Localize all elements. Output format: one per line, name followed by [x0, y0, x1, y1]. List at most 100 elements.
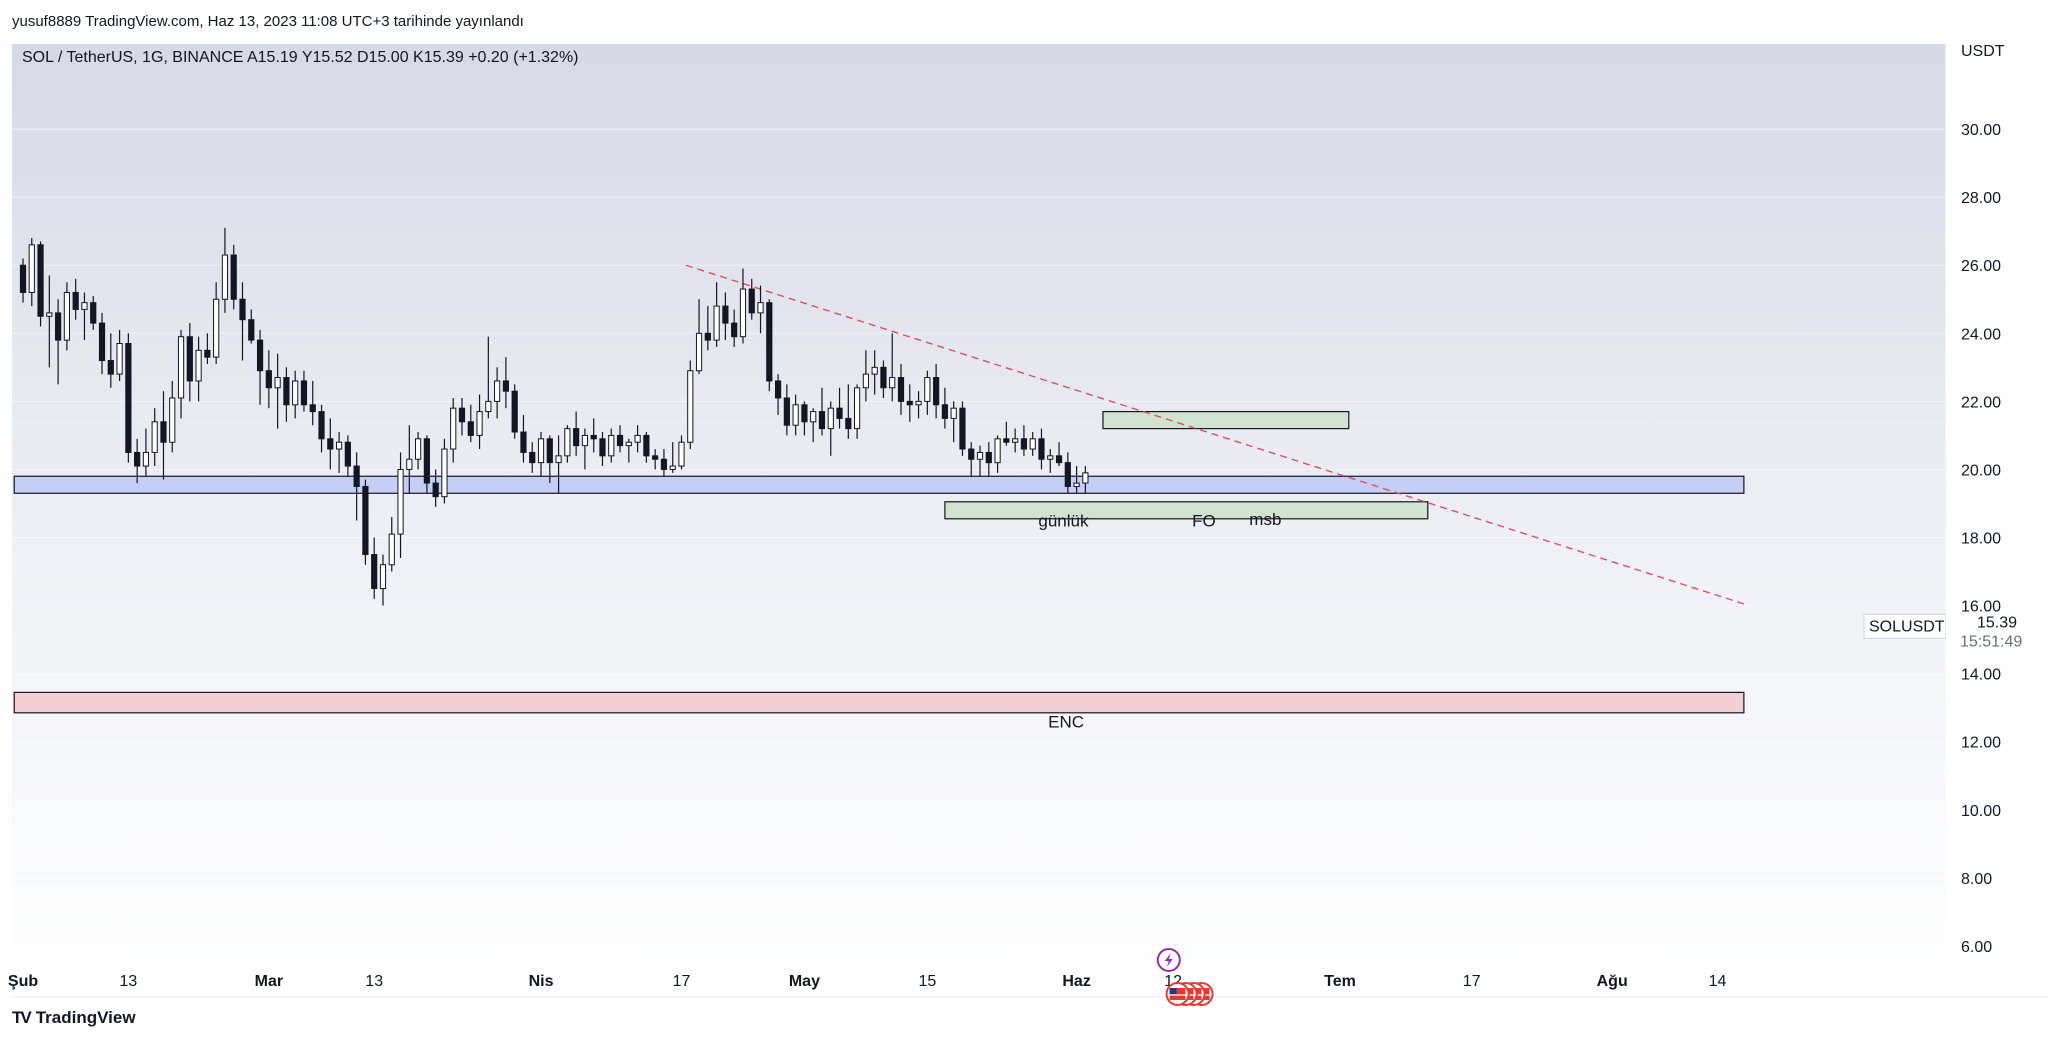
candle-body-down [283, 377, 290, 406]
candle-body-up [151, 421, 158, 453]
candle-body-down [125, 343, 132, 453]
candle [353, 452, 360, 521]
symbol-legend[interactable]: SOL / TetherUS, 1G, BINANCE A15.19 Y15.5… [22, 49, 579, 66]
candle-body-down [432, 482, 439, 498]
candle-body-down [344, 441, 351, 467]
zone-red-demand[interactable] [13, 691, 1745, 714]
annotation-label[interactable]: günlük [1038, 512, 1089, 531]
candle-body-down [19, 264, 27, 293]
candle [107, 333, 114, 388]
candle-body-up [213, 298, 220, 358]
candle [950, 401, 957, 443]
time-tick-label: 13 [119, 973, 137, 990]
candle [906, 384, 913, 422]
candle [845, 384, 852, 439]
candle-body-down [327, 438, 334, 450]
candle-body-down [906, 400, 913, 406]
candle-body-down [845, 417, 852, 430]
candle [248, 309, 255, 344]
candle [573, 411, 580, 456]
candle-body-down [1038, 438, 1045, 460]
candle-body-up [950, 407, 957, 419]
annotation-label[interactable]: ENC [1048, 712, 1084, 731]
candle-body-up [810, 411, 817, 423]
us-flag-event-icon[interactable] [1165, 981, 1190, 1006]
candle-body-up [195, 349, 202, 382]
candle-body-up [1082, 472, 1089, 484]
zone-green-lower[interactable] [944, 501, 1429, 520]
candle [72, 278, 79, 320]
candle-body-up [494, 380, 501, 402]
candles [19, 227, 1089, 606]
time-axis[interactable]: Şub 13 Mar 13 Nis 17 May 15 Haz 12 Tem 17 Ağu 14 [8, 973, 1727, 990]
candle-body-down [643, 434, 650, 457]
candle [327, 418, 334, 470]
candle [142, 428, 150, 477]
candle [415, 432, 422, 470]
candle [300, 370, 308, 412]
candle-body-down [774, 380, 782, 399]
candle [766, 299, 773, 392]
time-tick-label: 15 [918, 973, 936, 990]
candle-body-down [107, 360, 114, 375]
candle [827, 401, 834, 456]
candle [1029, 432, 1036, 456]
event-markers[interactable] [1156, 947, 1214, 1006]
candle-body-up [1012, 438, 1019, 443]
candle [1064, 452, 1071, 494]
price-tick-label: 28.00 [1961, 190, 2001, 207]
candle-body-up [625, 441, 632, 447]
price-axis[interactable]: 30.00 28.00 26.00 24.00 22.00 20.00 18.00 16.00… [1961, 122, 2001, 956]
candle-body-down [467, 421, 474, 436]
candle [274, 353, 281, 429]
candle [608, 428, 615, 463]
candle [344, 435, 351, 477]
candle-body-up [81, 302, 88, 310]
tradingview-logo-icon: TV [12, 1008, 32, 1027]
descending-trendline[interactable] [685, 264, 1745, 605]
candle [669, 442, 676, 473]
candle-body-down [748, 288, 755, 314]
candle [889, 333, 896, 402]
annotation-label[interactable]: msb [1249, 510, 1281, 529]
candle [432, 469, 439, 507]
candle [283, 367, 290, 422]
candle-body-down [933, 377, 940, 406]
candle-body-up [292, 380, 299, 406]
candle-body-down [318, 411, 325, 440]
candle [467, 404, 474, 443]
candle [1012, 428, 1019, 453]
zone-green-upper[interactable] [1102, 410, 1350, 430]
candle-body-down [880, 366, 887, 389]
candle [634, 425, 641, 453]
lightning-event-icon[interactable] [1156, 947, 1181, 972]
candle-body-up [116, 343, 123, 375]
time-tick-label: May [789, 973, 820, 990]
candle [862, 350, 869, 402]
candle-body-up [757, 302, 764, 314]
candle-body-down [248, 319, 255, 341]
candle [1047, 449, 1054, 473]
last-price-tag: SOLUSDT 15.39 15:51:49 [1863, 612, 2034, 657]
candle [731, 309, 738, 347]
candle [46, 275, 53, 368]
candle-body-down [801, 404, 808, 423]
candle [599, 432, 606, 467]
candle [704, 306, 711, 351]
price-tick-label: 22.00 [1961, 394, 2001, 411]
candle [494, 367, 501, 419]
annotation-label[interactable]: FO [1192, 512, 1216, 531]
tradingview-footer[interactable]: TV TradingView [12, 1003, 136, 1033]
candle-body-down [37, 244, 44, 317]
candle-body-up [678, 441, 685, 467]
candle-body-up [221, 254, 229, 300]
candle-body-down [652, 455, 659, 460]
time-tick-label: Tem [1324, 973, 1356, 990]
candle-body-up [862, 373, 869, 389]
candle-body-up [485, 400, 492, 413]
candle [748, 278, 755, 320]
candle [985, 442, 992, 477]
candle-body-up [388, 533, 395, 566]
zone-blue-support[interactable] [13, 475, 1745, 494]
